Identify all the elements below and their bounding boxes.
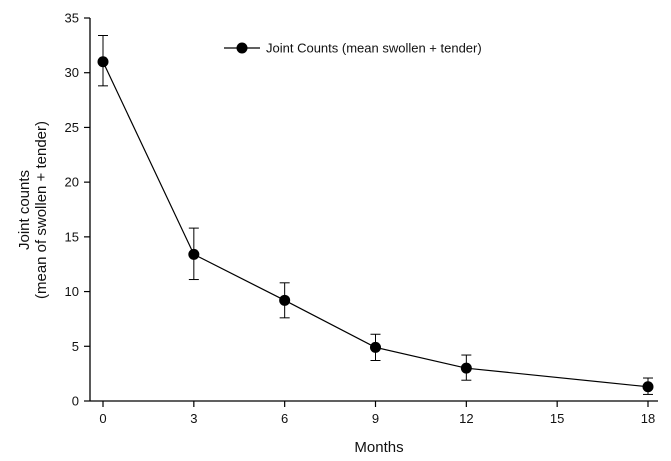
y-tick-label: 10 — [65, 284, 79, 299]
y-axis-label-line2: (mean of swollen + tender) — [33, 121, 50, 299]
y-tick-label: 30 — [65, 65, 79, 80]
data-point — [460, 362, 472, 374]
series-line — [102, 61, 649, 388]
series-lines — [102, 61, 649, 388]
series-markers — [97, 56, 654, 393]
y-axis-label-line1: Joint counts — [16, 170, 33, 250]
y-tick-label: 35 — [65, 11, 79, 26]
x-tick-label: 15 — [550, 411, 564, 426]
axes — [89, 18, 658, 402]
error-bars — [98, 35, 653, 395]
legend-marker — [236, 42, 248, 54]
y-axis-label: Joint counts (mean of swollen + tender) — [16, 121, 50, 299]
x-tick-label: 18 — [641, 411, 655, 426]
x-tick-label: 0 — [99, 411, 106, 426]
x-axis-label: Months — [354, 439, 403, 456]
y-tick-label: 15 — [65, 229, 79, 244]
data-point — [642, 381, 654, 393]
data-point — [279, 294, 291, 306]
x-tick-label: 6 — [281, 411, 288, 426]
x-tick-label: 9 — [372, 411, 379, 426]
y-tick-label: 5 — [72, 339, 79, 354]
legend: Joint Counts (mean swollen + tender) — [224, 41, 482, 56]
data-point — [188, 248, 200, 260]
legend-label: Joint Counts (mean swollen + tender) — [266, 41, 482, 56]
data-point — [97, 56, 109, 68]
y-tick-label: 20 — [65, 175, 79, 190]
data-point — [370, 341, 381, 353]
ticks: 0 5 10 15 20 25 30 35 0 3 6 9 12 15 18 — [65, 11, 656, 427]
y-tick-label: 0 — [72, 394, 79, 409]
y-tick-label: 25 — [65, 120, 79, 135]
x-tick-label: 3 — [190, 411, 197, 426]
x-tick-label: 12 — [459, 411, 473, 426]
